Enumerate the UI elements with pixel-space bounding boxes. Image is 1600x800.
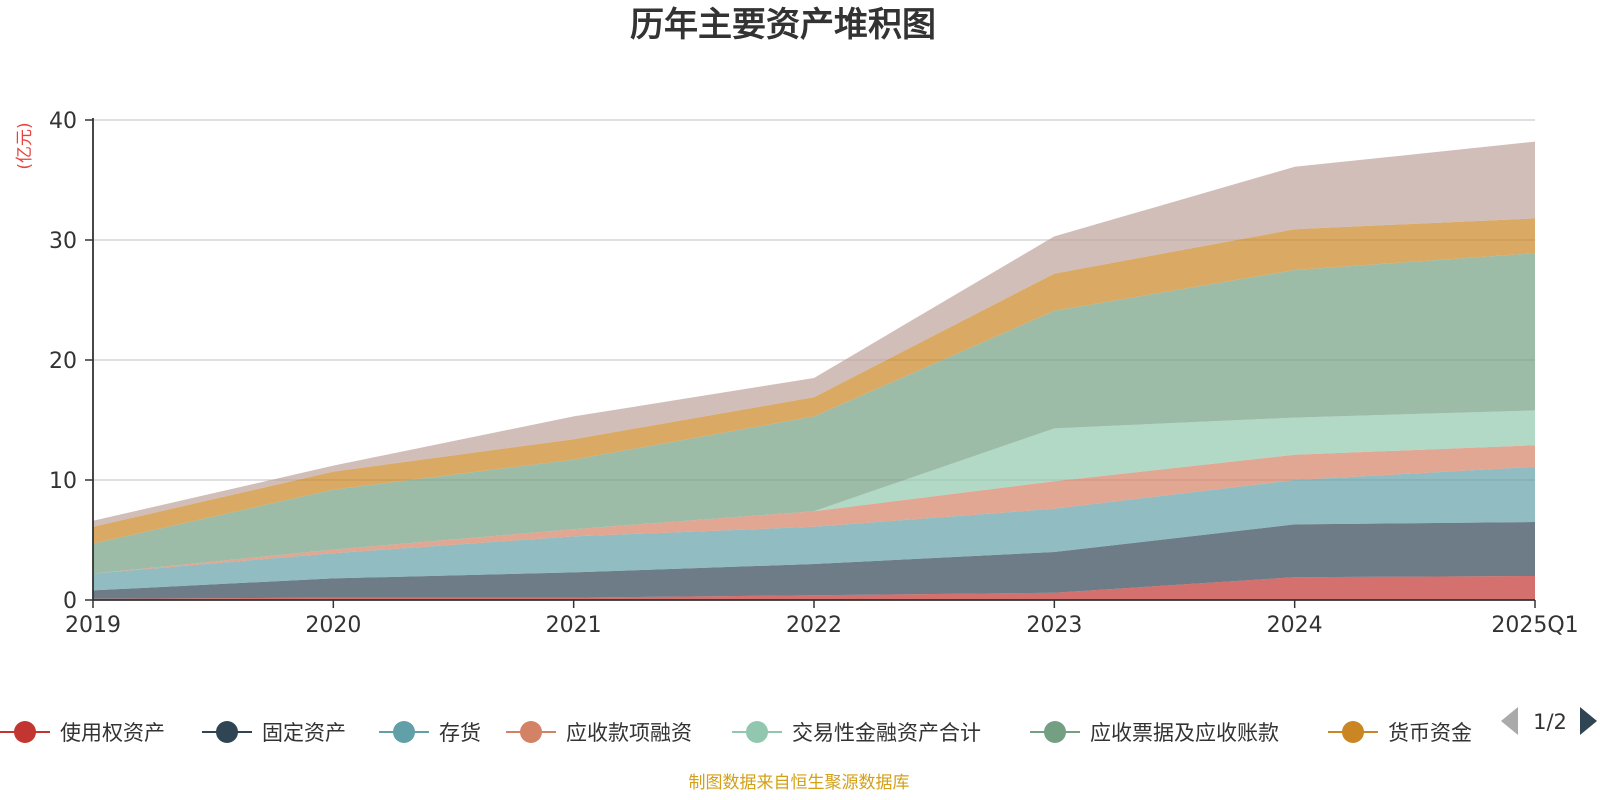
- legend-item[interactable]: 固定资产: [202, 721, 346, 745]
- axes: 0 10 20 30 40 2019 2020 2021 2022 2023 2024 2025Q1: [49, 109, 1579, 638]
- legend: 使用权资产 固定资产 存货 应收款项融资 交易性金融资产合计 应收票据及应收账款 货币资金: [0, 721, 1472, 745]
- legend-dot-icon: [216, 721, 238, 743]
- legend-item[interactable]: 应收款项融资: [506, 721, 692, 745]
- x-tick-label: 2025Q1: [1491, 613, 1578, 638]
- legend-label: 存货: [439, 721, 481, 745]
- legend-dot-icon: [1342, 721, 1364, 743]
- y-tick-label: 10: [49, 469, 77, 494]
- area-series: [93, 218, 1535, 544]
- x-tick-label: 2023: [1026, 613, 1082, 638]
- legend-dot-icon: [746, 721, 768, 743]
- area-series: [93, 522, 1535, 599]
- y-tick-label: 30: [49, 229, 77, 254]
- legend-prev-page-icon[interactable]: [1501, 707, 1518, 735]
- legend-item[interactable]: 使用权资产: [0, 721, 165, 745]
- legend-label: 交易性金融资产合计: [792, 721, 981, 745]
- legend-label: 应收款项融资: [566, 721, 692, 745]
- legend-dot-icon: [1044, 721, 1066, 743]
- area-series: [93, 253, 1535, 574]
- area-series-layer: [93, 141, 1535, 600]
- legend-label: 货币资金: [1388, 721, 1472, 745]
- area-series: [93, 141, 1535, 527]
- legend-item[interactable]: 应收票据及应收账款: [1030, 721, 1279, 745]
- area-series: [93, 466, 1535, 591]
- y-tick-label: 0: [63, 589, 77, 614]
- data-source-note: 制图数据来自恒生聚源数据库: [689, 773, 910, 793]
- legend-item[interactable]: 交易性金融资产合计: [732, 721, 981, 745]
- x-tick-label: 2022: [786, 613, 842, 638]
- legend-label: 固定资产: [262, 721, 346, 745]
- legend-dot-icon: [520, 721, 542, 743]
- x-tick-label: 2024: [1267, 613, 1323, 638]
- x-tick-label: 2020: [305, 613, 361, 638]
- y-tick-label: 40: [49, 109, 77, 134]
- legend-item[interactable]: 存货: [379, 721, 481, 745]
- legend-label: 应收票据及应收账款: [1090, 721, 1279, 745]
- legend-dot-icon: [393, 721, 415, 743]
- area-series: [93, 410, 1535, 574]
- legend-label: 使用权资产: [60, 721, 165, 745]
- x-tick-label: 2019: [65, 613, 121, 638]
- legend-next-page-icon[interactable]: [1580, 707, 1597, 735]
- legend-pager: 1/2: [1501, 707, 1597, 735]
- chart-title: 历年主要资产堆积图: [630, 5, 936, 45]
- area-series: [93, 445, 1535, 574]
- legend-page-indicator: 1/2: [1533, 710, 1567, 734]
- area-series: [93, 576, 1535, 600]
- y-axis-unit-label: (亿元): [15, 122, 35, 169]
- x-tick-label: 2021: [546, 613, 602, 638]
- y-tick-label: 20: [49, 349, 77, 374]
- legend-dot-icon: [14, 721, 36, 743]
- legend-item[interactable]: 货币资金: [1328, 721, 1472, 745]
